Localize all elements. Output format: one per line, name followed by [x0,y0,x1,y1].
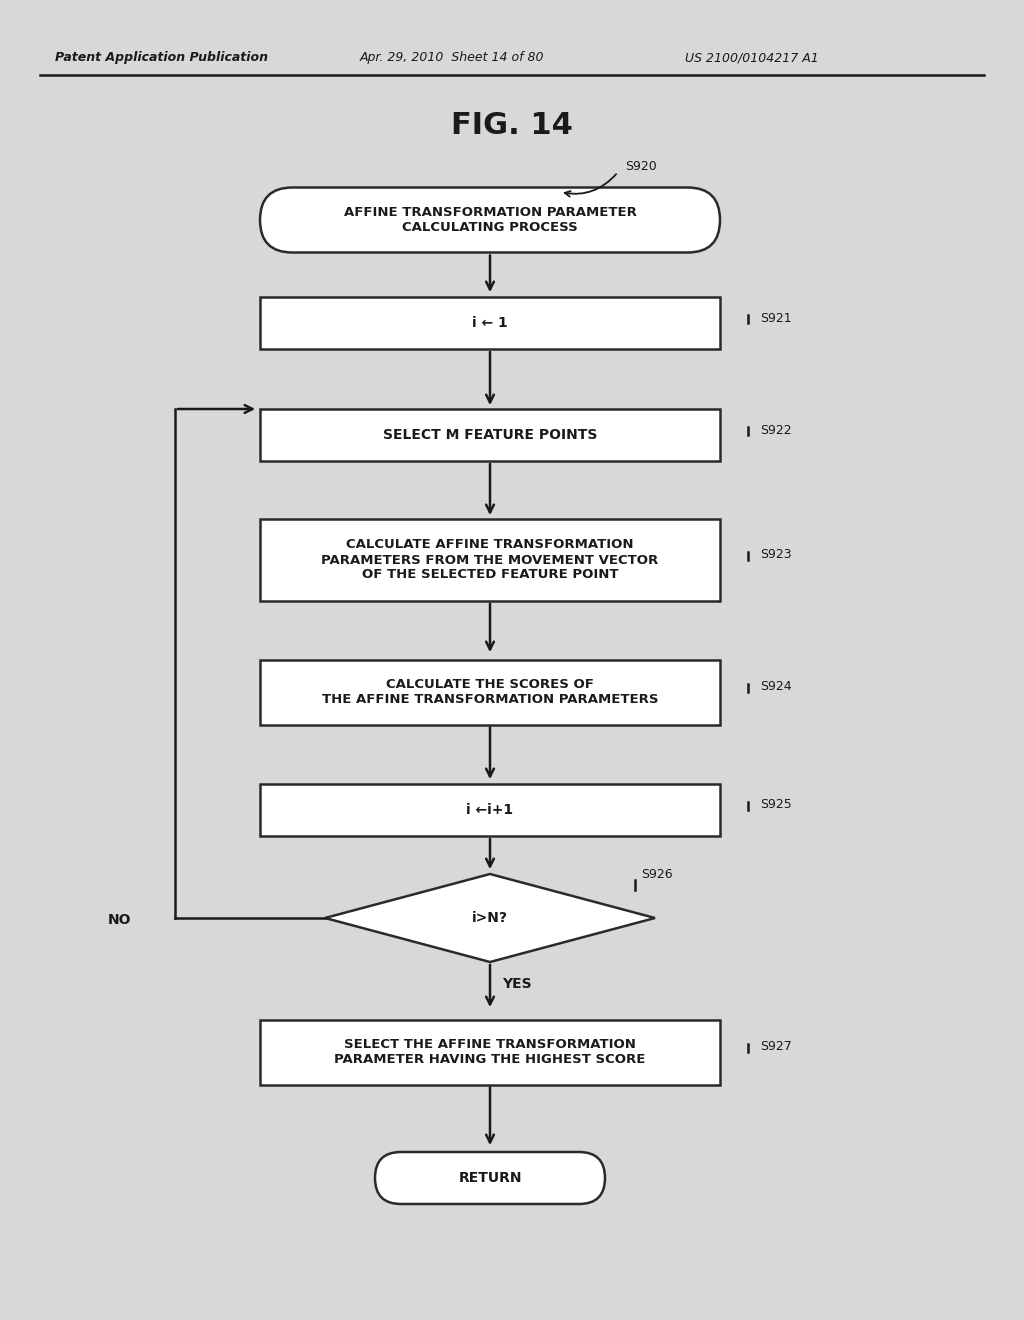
Text: i ← 1: i ← 1 [472,315,508,330]
Text: SELECT THE AFFINE TRANSFORMATION
PARAMETER HAVING THE HIGHEST SCORE: SELECT THE AFFINE TRANSFORMATION PARAMET… [334,1038,646,1067]
Text: CALCULATE THE SCORES OF
THE AFFINE TRANSFORMATION PARAMETERS: CALCULATE THE SCORES OF THE AFFINE TRANS… [322,678,658,706]
Text: AFFINE TRANSFORMATION PARAMETER
CALCULATING PROCESS: AFFINE TRANSFORMATION PARAMETER CALCULAT… [344,206,637,234]
Text: S926: S926 [641,869,673,882]
Text: S920: S920 [625,160,656,173]
FancyBboxPatch shape [260,187,720,252]
Text: SELECT M FEATURE POINTS: SELECT M FEATURE POINTS [383,428,597,442]
Polygon shape [325,874,655,962]
Text: US 2100/0104217 A1: US 2100/0104217 A1 [685,51,819,65]
Text: S927: S927 [760,1040,792,1053]
Bar [260,409,720,461]
Text: RETURN: RETURN [459,1171,522,1185]
Text: CALCULATE AFFINE TRANSFORMATION
PARAMETERS FROM THE MOVEMENT VECTOR
OF THE SELEC: CALCULATE AFFINE TRANSFORMATION PARAMETE… [322,539,658,582]
Text: S922: S922 [760,424,792,437]
Text: YES: YES [502,977,531,991]
Bar [260,784,720,836]
Text: i ←i+1: i ←i+1 [467,803,514,817]
Text: FIG. 14: FIG. 14 [451,111,573,140]
Text: S923: S923 [760,549,792,561]
Text: Apr. 29, 2010  Sheet 14 of 80: Apr. 29, 2010 Sheet 14 of 80 [360,51,545,65]
Text: NO: NO [108,913,131,927]
Bar [260,297,720,348]
Text: i>N?: i>N? [472,911,508,925]
Bar [260,1019,720,1085]
FancyBboxPatch shape [375,1152,605,1204]
Text: S921: S921 [760,312,792,325]
Text: S924: S924 [760,681,792,693]
Text: Patent Application Publication: Patent Application Publication [55,51,268,65]
Bar [260,519,720,601]
Text: S925: S925 [760,799,792,812]
Bar [260,660,720,725]
